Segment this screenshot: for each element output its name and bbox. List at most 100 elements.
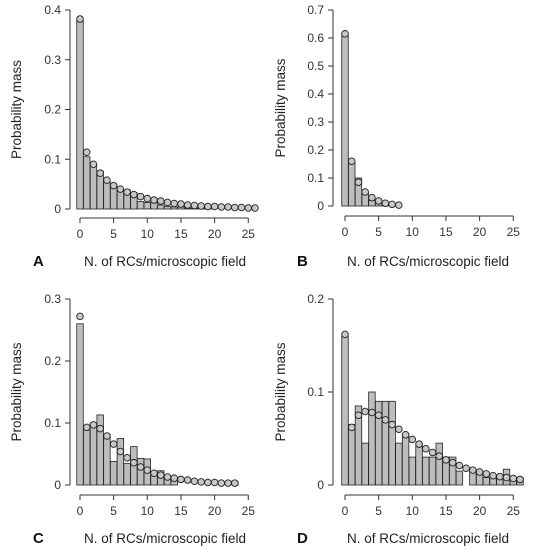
data-point [123, 453, 131, 462]
bar [170, 206, 178, 210]
data-point [76, 15, 84, 23]
bar [482, 477, 491, 486]
data-point [361, 188, 369, 196]
panel-label: B [297, 253, 308, 270]
data-point [183, 476, 192, 484]
data-point [109, 181, 118, 190]
panel-d: 0 0.1 0.2 0 5 10 15 20 25 Probability mass N. of R… [273, 292, 524, 547]
data-point [374, 197, 383, 205]
x-tick-label: 5 [110, 227, 117, 241]
data-point [103, 432, 111, 440]
x-tick-label: 0 [342, 504, 349, 518]
bar [341, 335, 349, 486]
data-point [347, 423, 356, 432]
data-point [354, 178, 363, 186]
x-axis-label: N. of RCs/microscopic field [84, 254, 246, 269]
bar [455, 470, 464, 486]
bar [123, 462, 131, 486]
data-point [237, 203, 246, 212]
y-tick-label: 0 [54, 202, 61, 216]
y-tick-label: 0.6 [307, 31, 324, 45]
data-point [368, 193, 376, 202]
data-point [217, 479, 226, 487]
bar [348, 160, 356, 207]
x-tick-label: 5 [110, 504, 117, 518]
panel-label: C [33, 530, 44, 547]
data-point [190, 477, 199, 486]
data-point [496, 472, 504, 481]
x-tick-label: 25 [242, 227, 256, 241]
data-point [210, 202, 219, 211]
data-point [96, 169, 104, 177]
data-point [170, 474, 178, 482]
panel-label: A [33, 253, 44, 270]
x-tick-label: 20 [473, 504, 487, 518]
y-axis-label: Probability mass [9, 342, 24, 441]
bar [76, 323, 84, 486]
data-point [381, 416, 390, 424]
y-axis-label: Probability mass [9, 60, 24, 159]
data-point [224, 203, 232, 211]
data-point [408, 435, 417, 444]
x-tick-label: 25 [507, 225, 521, 239]
y-tick-label: 0.4 [307, 87, 324, 101]
x-tick-label: 15 [174, 227, 188, 241]
data-point [217, 203, 226, 211]
x-tick-label: 15 [439, 504, 453, 518]
panel-c: 0 0.1 0.2 0.3 0 5 10 15 20 25 Probability mass N. o… [9, 292, 255, 547]
y-axis-label: Probability mass [273, 58, 288, 157]
data-point [482, 470, 491, 478]
bar [435, 442, 443, 486]
x-tick-label: 0 [77, 504, 84, 518]
x-tick-label: 10 [406, 504, 420, 518]
data-point [123, 188, 131, 196]
bar [401, 433, 410, 486]
data-point [150, 196, 158, 204]
bar [83, 156, 91, 210]
data-point [374, 411, 383, 420]
bar [368, 391, 376, 486]
data-point [388, 420, 396, 429]
y-axis-label: Probability mass [273, 342, 288, 441]
bar [116, 438, 125, 486]
data-point [251, 204, 259, 212]
bar [103, 433, 111, 486]
data-point [116, 185, 125, 193]
data-point [395, 201, 403, 209]
bar [348, 424, 356, 486]
y-tick-label: 0.3 [44, 53, 61, 67]
data-point [455, 461, 464, 470]
data-point [347, 157, 356, 165]
data-point [197, 478, 205, 486]
data-point [244, 204, 253, 212]
data-point [462, 464, 470, 473]
data-point [103, 176, 111, 184]
data-point [341, 30, 349, 38]
panel-label: D [297, 530, 308, 547]
y-tick-label: 0.5 [307, 59, 324, 73]
data-point [163, 198, 172, 207]
x-axis-label: N. of RCs/microscopic field [84, 531, 246, 546]
y-tick-label: 0 [317, 199, 324, 213]
x-axis-label: N. of RCs/microscopic field [347, 254, 509, 269]
y-tick-label: 0.1 [44, 416, 61, 430]
data-point [197, 202, 205, 210]
bar [428, 456, 437, 486]
data-point [210, 478, 219, 487]
data-point [157, 471, 165, 479]
data-point [204, 202, 212, 211]
data-point [163, 473, 172, 481]
bar [408, 456, 416, 486]
data-point [89, 160, 98, 168]
data-point [516, 475, 524, 484]
x-tick-label: 10 [141, 504, 155, 518]
x-tick-label: 25 [507, 504, 521, 518]
data-point [354, 411, 363, 420]
y-tick-label: 0.7 [307, 3, 324, 17]
panel-a: 0 0.1 0.2 0.3 0.4 0 5 10 15 20 25 Probability mass N… [9, 3, 259, 270]
bar [109, 461, 118, 486]
x-tick-label: 20 [473, 225, 487, 239]
data-point [509, 474, 518, 483]
bar [341, 34, 349, 207]
